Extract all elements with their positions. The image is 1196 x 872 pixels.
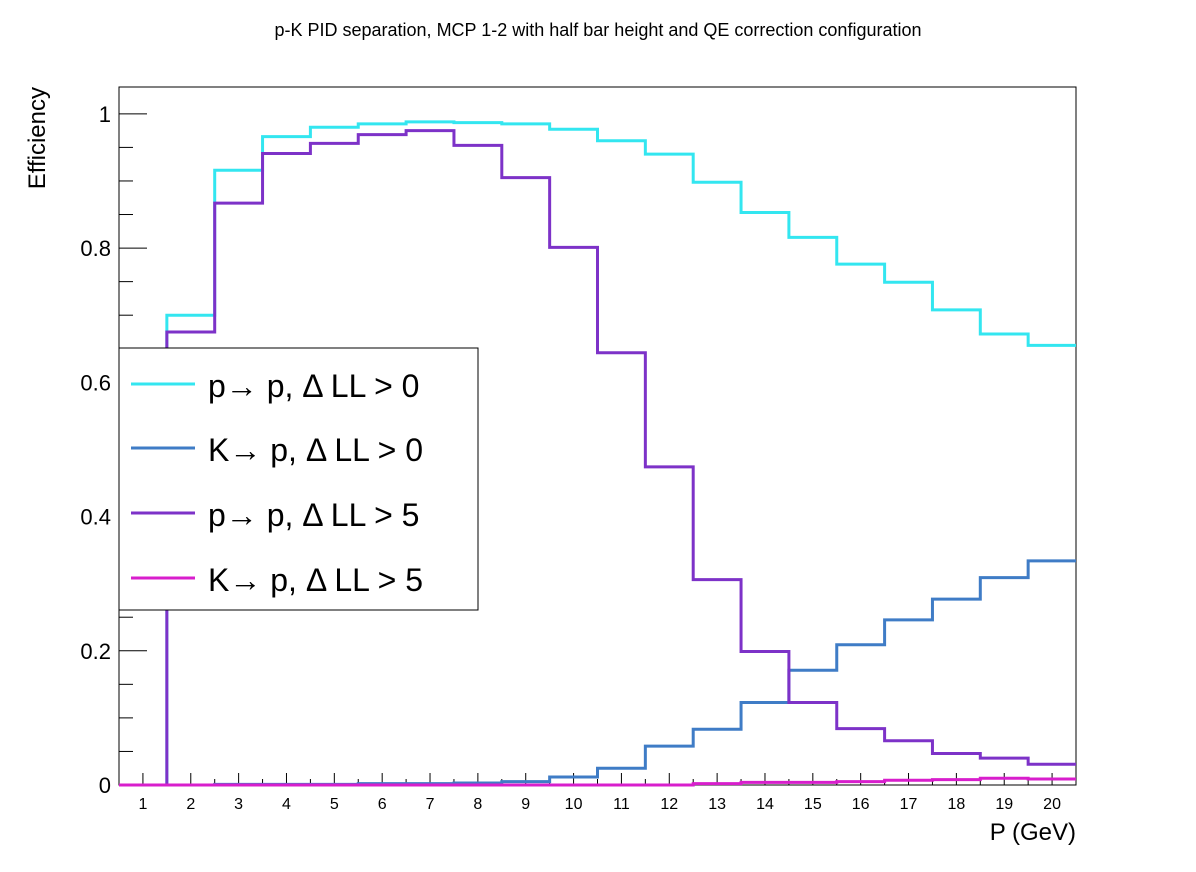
x-tick-label: 11 (613, 796, 630, 813)
x-axis-label: P (GeV) (990, 819, 1076, 846)
y-tick-label: 1 (99, 102, 111, 127)
x-tick-label: 19 (995, 796, 1013, 813)
x-tick-label: 14 (756, 796, 774, 813)
legend-entry-label: p→ p, Δ LL > 0 (208, 368, 419, 404)
y-tick-label: 0.8 (80, 236, 111, 261)
y-tick-label: 0.6 (80, 370, 111, 395)
x-tick-label: 17 (900, 796, 918, 813)
x-tick-label: 7 (426, 796, 435, 813)
x-tick-label: 13 (708, 796, 726, 813)
x-tick-label: 16 (852, 796, 870, 813)
x-tick-label: 18 (947, 796, 965, 813)
series-line-4 (119, 776, 1076, 787)
legend-entry-label: p→ p, Δ LL > 5 (208, 497, 419, 533)
x-tick-label: 6 (378, 796, 387, 813)
x-tick-label: 10 (565, 796, 583, 813)
legend-box (118, 347, 479, 611)
y-axis-label: Efficiency (24, 87, 51, 189)
x-tick-label: 20 (1043, 796, 1061, 813)
legend-entry-label: K→ p, Δ LL > 5 (208, 562, 423, 598)
x-tick-label: 9 (521, 796, 530, 813)
y-tick-label: 0.4 (80, 505, 111, 530)
y-tick-label: 0.2 (80, 639, 111, 664)
x-tick-label: 5 (330, 796, 339, 813)
legend-entry-label: K→ p, Δ LL > 0 (208, 432, 423, 468)
y-tick-label: 0 (99, 773, 111, 798)
x-tick-label: 1 (138, 796, 147, 813)
x-tick-label: 15 (804, 796, 822, 813)
x-tick-label: 12 (660, 796, 678, 813)
x-axis-ticks: 1 2 3 4 5 6 7 8 9 10 11 12 13 14 15 16 17 18 19 20 (118, 773, 1077, 813)
legend: p→ p, Δ LL > 0 K→ p, Δ LL > 0 p→ p, Δ LL >… (118, 347, 479, 611)
x-tick-label: 2 (186, 796, 195, 813)
chart-title: p-K PID separation, MCP 1-2 with half ba… (274, 20, 921, 40)
series-line-1 (119, 120, 1076, 787)
x-tick-label: 4 (282, 796, 291, 813)
x-tick-label: 3 (234, 796, 243, 813)
series-line-3 (119, 129, 1076, 787)
series-layer (119, 120, 1076, 787)
x-tick-label: 8 (473, 796, 482, 813)
